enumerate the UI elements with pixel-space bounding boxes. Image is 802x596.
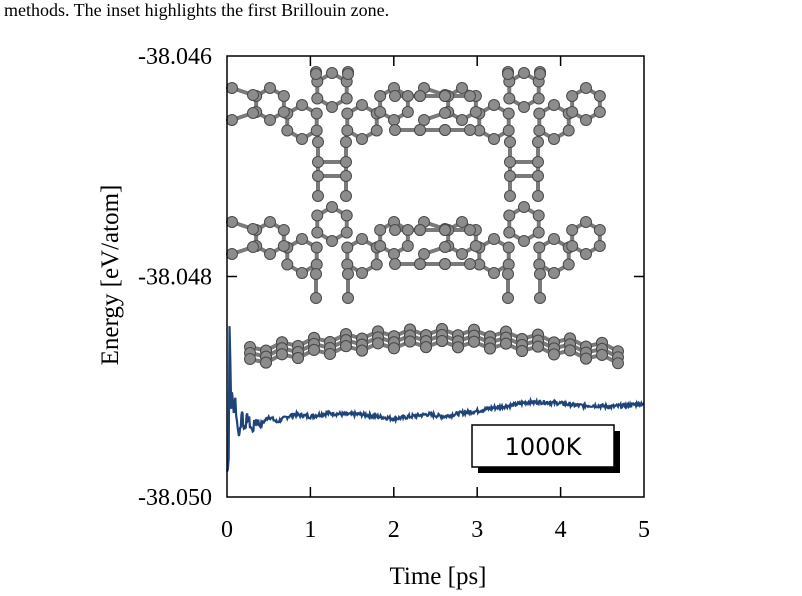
x-tick-label: 2: [388, 517, 400, 543]
energy-series-line: [225, 326, 645, 472]
y-tick-label: -38.048: [138, 265, 212, 291]
y-axis-label: Energy [eV/atom]: [97, 185, 124, 366]
temperature-label: 1000K: [505, 433, 583, 461]
y-tick-label: -38.046: [138, 44, 212, 70]
molecular-structure-inset: [226, 66, 624, 370]
x-tick-label: 1: [304, 517, 316, 543]
y-tick-label: -38.050: [138, 485, 212, 511]
y-tick-labels: -38.046 -38.048 -38.050: [138, 44, 212, 511]
x-tick-label: 4: [555, 517, 567, 543]
axis-ticks: [227, 56, 644, 497]
x-tick-label: 5: [638, 517, 650, 543]
x-tick-label: 3: [471, 517, 483, 543]
figure-caption: methods. The inset highlights the first …: [4, 0, 390, 20]
x-tick-label: 0: [221, 517, 233, 543]
x-tick-labels: 0 1 2 3 4 5: [221, 517, 650, 543]
temperature-badge: 1000K: [471, 424, 620, 473]
x-axis-label: Time [ps]: [389, 563, 486, 590]
